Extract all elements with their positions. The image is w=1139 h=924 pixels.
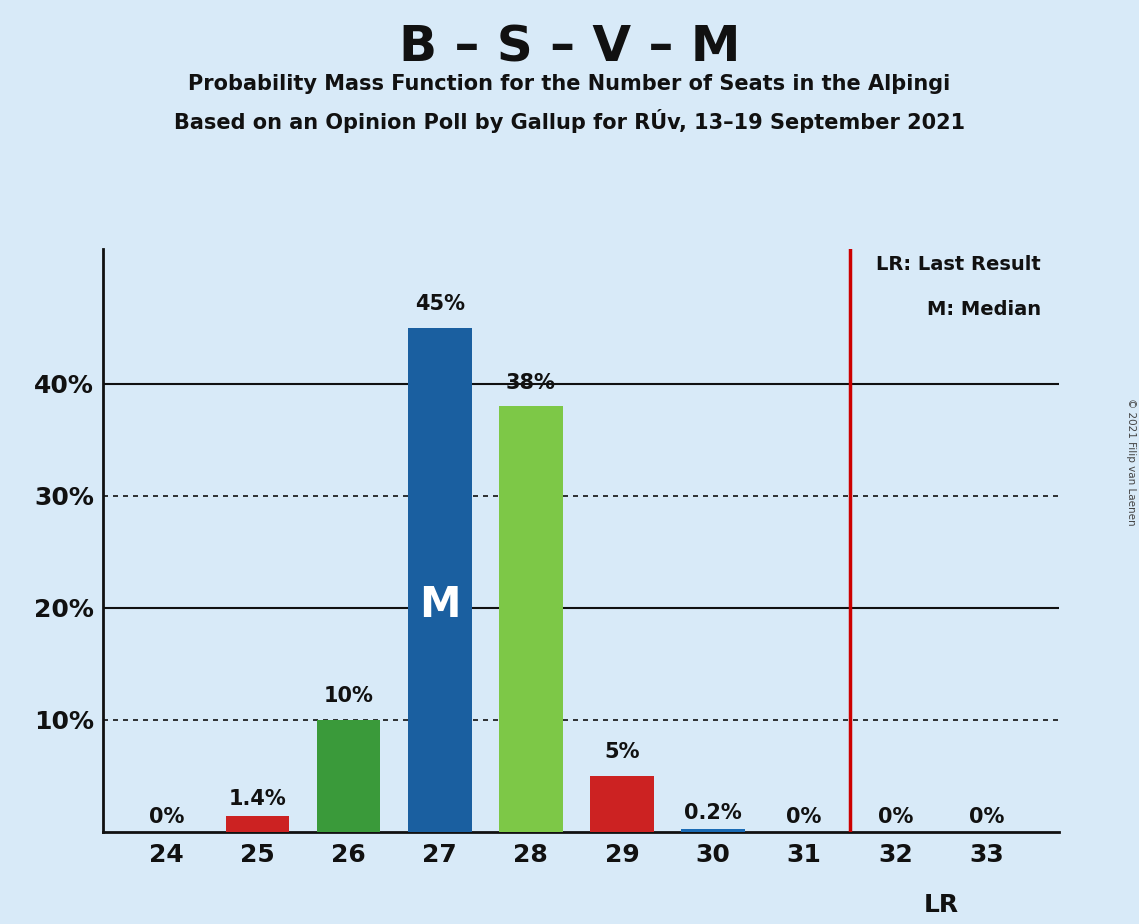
Text: M: M	[419, 584, 460, 626]
Text: B – S – V – M: B – S – V – M	[399, 23, 740, 71]
Text: 0.2%: 0.2%	[685, 803, 741, 822]
Bar	[499, 407, 563, 832]
Text: Probability Mass Function for the Number of Seats in the Alþingi: Probability Mass Function for the Number…	[188, 74, 951, 94]
Bar	[317, 720, 380, 832]
Text: 1.4%: 1.4%	[229, 789, 286, 809]
Text: Based on an Opinion Poll by Gallup for RÚv, 13–19 September 2021: Based on an Opinion Poll by Gallup for R…	[174, 109, 965, 133]
Text: M: Median: M: Median	[927, 300, 1041, 319]
Text: 0%: 0%	[786, 808, 822, 827]
Text: 38%: 38%	[506, 372, 556, 393]
Text: © 2021 Filip van Laenen: © 2021 Filip van Laenen	[1126, 398, 1136, 526]
Bar	[590, 775, 654, 832]
Text: 0%: 0%	[877, 808, 913, 827]
Text: 0%: 0%	[148, 808, 185, 827]
Bar	[681, 830, 745, 832]
Bar	[226, 816, 289, 832]
Text: LR: Last Result: LR: Last Result	[876, 255, 1041, 274]
Text: 0%: 0%	[968, 808, 1005, 827]
Text: LR: LR	[924, 894, 958, 918]
Text: 45%: 45%	[415, 295, 465, 314]
Bar	[408, 328, 472, 832]
Text: 10%: 10%	[323, 687, 374, 706]
Text: 5%: 5%	[604, 742, 640, 762]
